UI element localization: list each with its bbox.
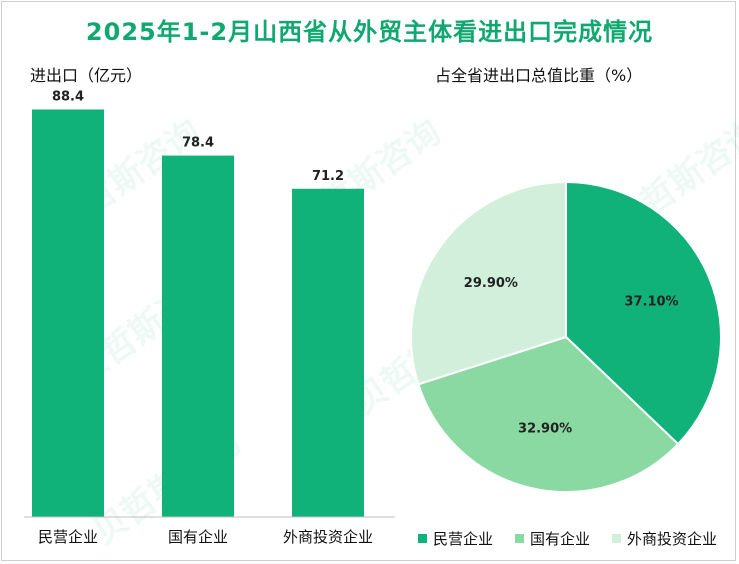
bar-value-label-0: 88.4 — [52, 89, 84, 104]
bar-category-label-0: 民营企业 — [38, 528, 98, 546]
legend-swatch-state — [515, 534, 525, 543]
legend-label-private: 民营企业 — [433, 530, 494, 548]
chart-title: 2025年1-2月山西省从外贸主体看进出口完成情况 — [85, 18, 654, 46]
pie-slice-0 — [565, 180, 722, 446]
bar-category-label-1: 国有企业 — [168, 528, 228, 546]
bar-category-label-2: 外商投资企业 — [283, 528, 373, 546]
legend-label-foreign: 外商投资企业 — [627, 530, 718, 548]
pie-slice-2 — [410, 180, 567, 386]
pie-value-label-0: 37.10% — [624, 294, 678, 309]
pie-value-label-1: 32.90% — [518, 422, 572, 437]
legend-item-foreign: 外商投资企业 — [612, 528, 717, 549]
bar-value-label-1: 78.4 — [182, 136, 214, 151]
legend-label-state: 国有企业 — [530, 530, 591, 548]
legend-swatch-foreign — [612, 534, 622, 543]
bar-value-label-2: 71.2 — [312, 169, 344, 184]
pie-legend: 民营企业 国有企业 外商投资企业 — [418, 528, 717, 549]
pie-value-label-2: 29.90% — [464, 276, 518, 291]
bar-2 — [292, 188, 364, 517]
pie-chart-title: 占全省进出口总值比重（%） — [435, 66, 643, 85]
pie-slice-1 — [417, 335, 680, 493]
legend-item-private: 民营企业 — [418, 528, 493, 549]
bar-0 — [32, 109, 104, 517]
bar-1 — [162, 155, 234, 518]
legend-swatch-private — [418, 534, 427, 543]
bar-chart-title: 进出口（亿元） — [30, 66, 143, 85]
legend-item-state: 国有企业 — [515, 528, 590, 549]
